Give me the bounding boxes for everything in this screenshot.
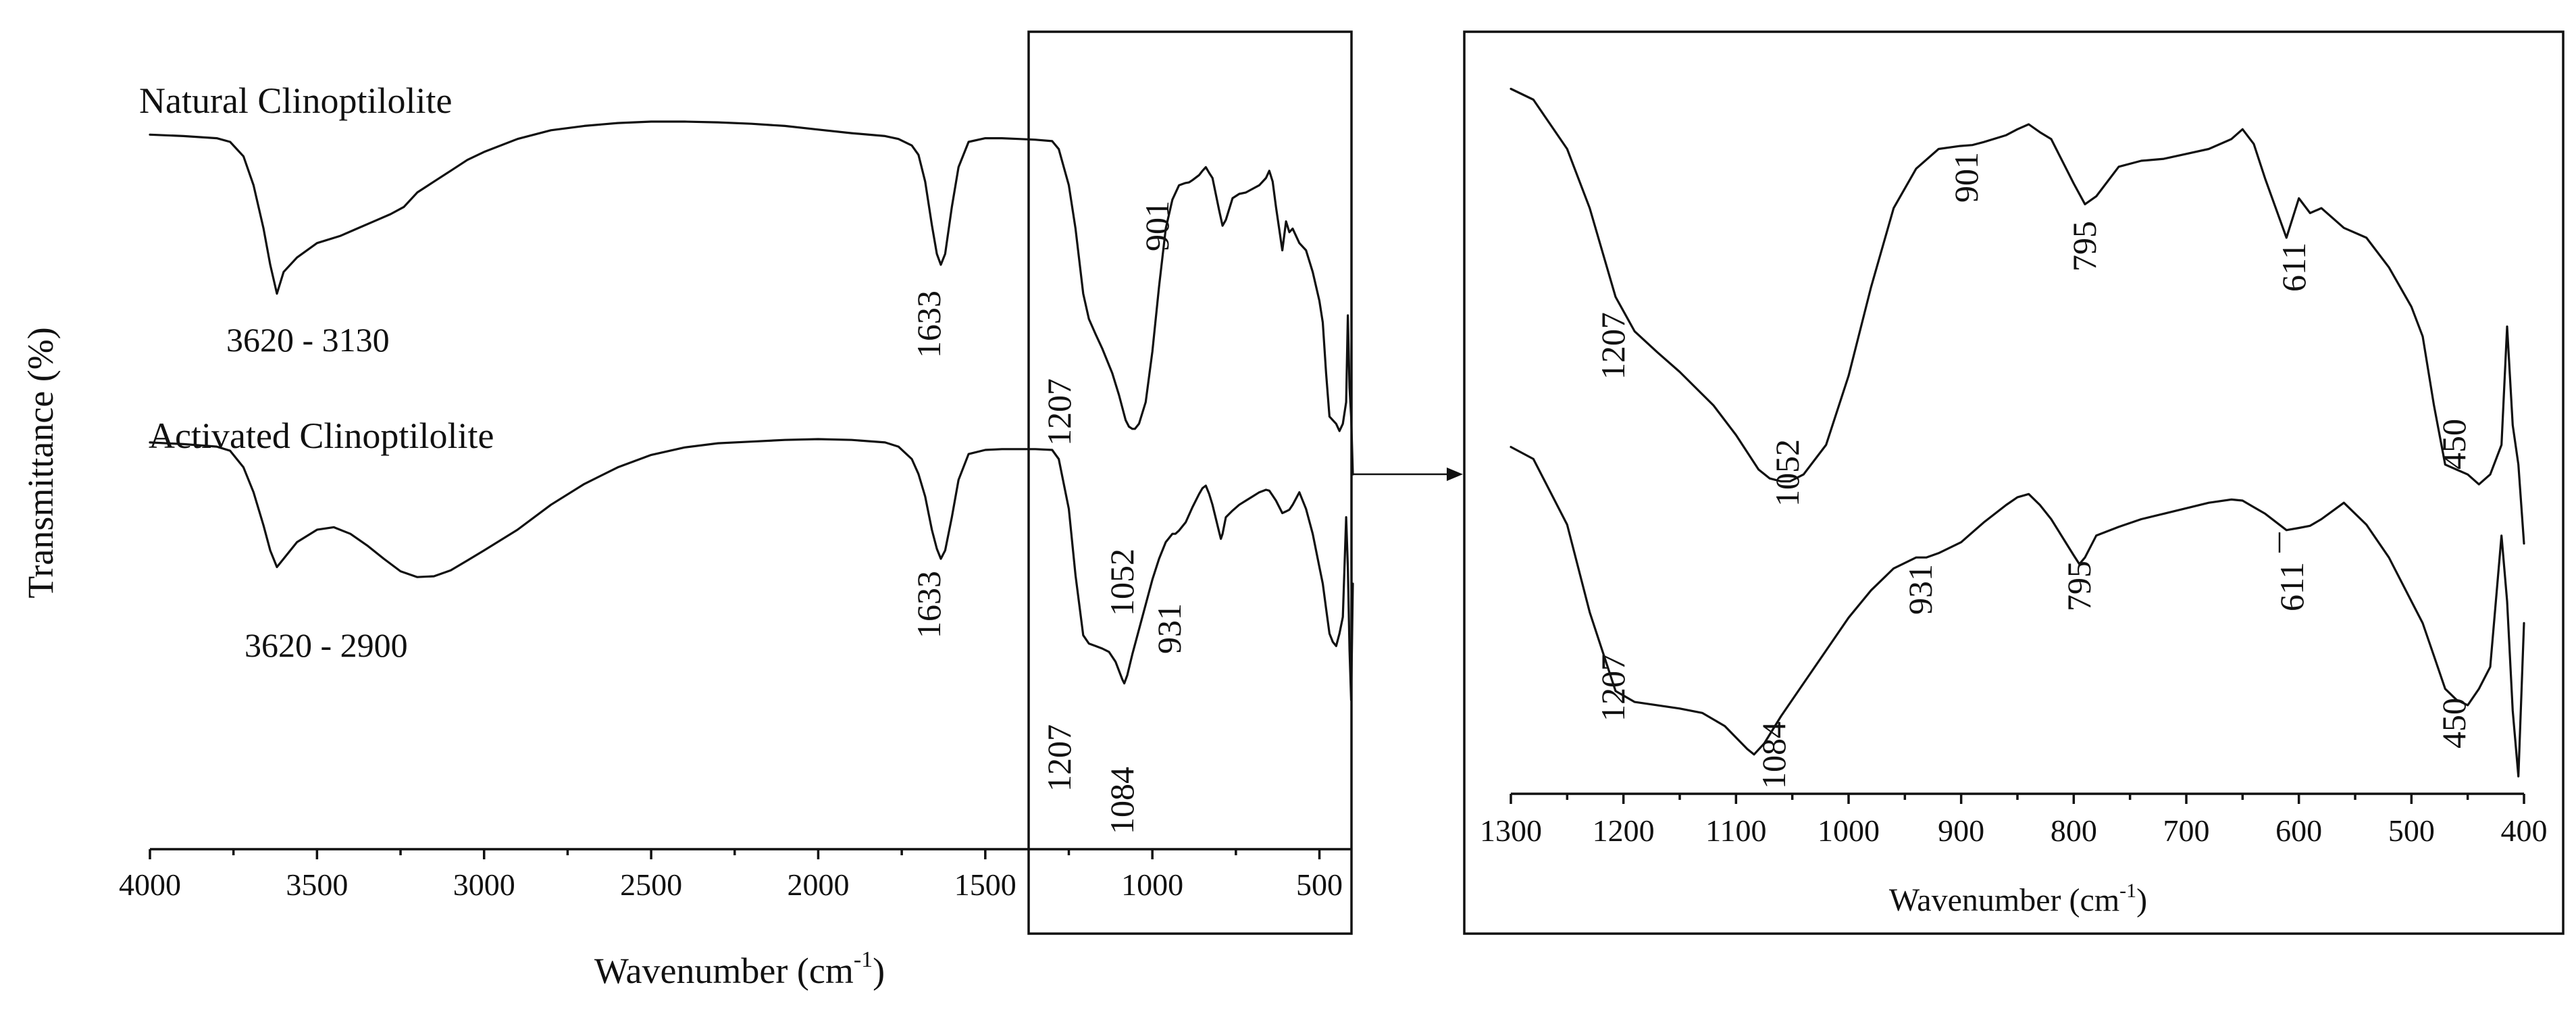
peak-label-natural-1633: 1633 [910,290,948,358]
right-x-tick-label: 1100 [1705,813,1766,848]
right-x-tick-label: 500 [2388,813,2435,848]
left-x-axis-label: Wavenumber (cm-1) [594,947,885,991]
range-label-activated: 3620 - 2900 [244,626,408,664]
y-axis-label: Transmittance (%) [20,327,61,598]
peak-label-natural-1207: 1207 [1040,378,1078,446]
left-x-tick-label: 2500 [620,867,682,902]
peak-label-natural-901: 901 [1138,201,1176,251]
series-label-natural: Natural Clinoptilolite [139,80,452,121]
left-x-axis-label-sup: -1 [854,947,873,972]
right-x-tick-label: 700 [2163,813,2210,848]
zoom-label-top-1207: 1207 [1594,312,1632,380]
zoom-series-line-natural [1510,87,2525,545]
right-x-axis-label-sup: -1 [2119,880,2136,902]
zoom-region-box [1027,30,1353,935]
right-x-axis-label: Wavenumber (cm-1) [1889,880,2147,918]
right-x-ticks: 1300 1200 1100 1000 900 800 700 600 500 400 [1480,794,2548,848]
left-x-tick-label: 3000 [453,867,515,902]
peak-label-activated-1084: 1084 [1103,767,1141,834]
zoom-label-bottom-1207: 1207 [1594,654,1632,722]
peak-label-activated-1633: 1633 [910,571,948,638]
left-x-tick-label: 4000 [119,867,181,902]
zoom-panel-frame [1463,30,2565,935]
zoom-label-top-611: 611 [2275,243,2313,292]
right-x-tick-label: 1200 [1593,813,1655,848]
right-x-tick-label: 400 [2501,813,2548,848]
zoom-label-bottom-611: 611 [2273,562,2311,611]
right-x-tick-label: 900 [1938,813,1984,848]
series-label-activated: Activated Clinoptilolite [149,415,494,456]
right-x-tick-label: 800 [2051,813,2097,848]
right-x-tick-label: 600 [2275,813,2322,848]
right-x-axis-label-tail: ) [2136,882,2147,918]
zoom-label-top-1052: 1052 [1768,439,1806,507]
zoom-label-top-795: 795 [2065,221,2103,272]
left-x-axis-label-tail: ) [873,951,885,991]
peak-label-natural-1052: 1052 [1103,549,1141,616]
peak-label-activated-1207: 1207 [1040,724,1078,792]
left-x-tick-label: 500 [1296,867,1343,902]
left-x-tick-label: 1500 [954,867,1016,902]
zoom-panel: 1300 1200 1100 1000 900 800 700 600 500 400 1207 … [1463,30,2565,935]
right-curves [1510,87,2525,778]
peak-label-activated-931: 931 [1150,603,1188,654]
range-label-natural: 3620 - 3130 [226,321,390,359]
left-series-line-activated [149,438,1354,701]
zoom-label-top-901: 901 [1947,152,1985,203]
zoom-label-bottom-1084: 1084 [1755,722,1793,789]
right-x-tick-label: 1300 [1480,813,1542,848]
right-x-tick-label: 1000 [1818,813,1880,848]
zoom-label-bottom-795: 795 [2060,561,2098,611]
full-spectrum-panel: 4000 3500 3000 2500 2000 1500 1000 500 Natural … [20,80,1354,991]
zoom-arrow-head [1447,467,1463,481]
left-x-tick-label: 1000 [1121,867,1183,902]
zoom-label-bottom-450: 450 [2435,698,2473,749]
left-x-ticks: 4000 3500 3000 2500 2000 1500 1000 500 [119,849,1343,902]
zoom-label-top-450: 450 [2435,419,2473,470]
left-series-line-natural [149,120,1354,476]
zoom-label-bottom-931: 931 [1901,564,1939,615]
zoom-series-line-activated [1510,446,2525,778]
left-x-tick-label: 2000 [787,867,849,902]
left-curves [149,120,1354,701]
left-x-tick-label: 3500 [286,867,348,902]
